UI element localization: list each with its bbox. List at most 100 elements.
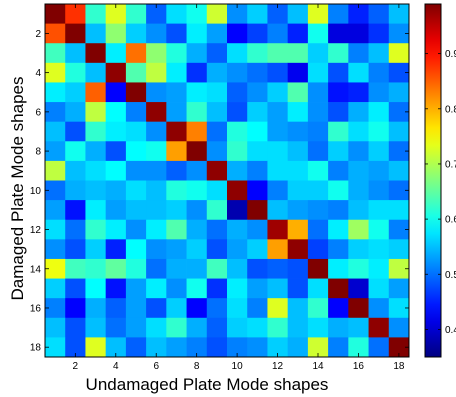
heatmap-cell xyxy=(227,239,248,260)
heatmap-cell xyxy=(287,258,309,279)
heatmap-cell xyxy=(186,102,208,123)
heatmap-cell xyxy=(45,121,66,142)
y-tick-label: 6 xyxy=(35,107,41,118)
heatmap-cell xyxy=(105,278,127,299)
heatmap-cell xyxy=(287,141,309,162)
heatmap-cell xyxy=(267,4,289,25)
heatmap-cell xyxy=(146,141,167,162)
heatmap-cell xyxy=(328,82,349,103)
heatmap-cell xyxy=(328,23,349,44)
heatmap-cell xyxy=(166,219,187,240)
heatmap-cell xyxy=(328,141,349,162)
heatmap-cell xyxy=(267,160,289,181)
heatmap-cell xyxy=(368,180,390,201)
heatmap-cell xyxy=(125,337,147,358)
heatmap-cell xyxy=(186,317,208,338)
heatmap-cell xyxy=(186,298,208,319)
heatmap-cell xyxy=(186,4,208,25)
heatmap-cell xyxy=(85,4,107,25)
heatmap-cell xyxy=(247,239,268,260)
heatmap-cell xyxy=(146,62,167,83)
y-tick-label: 18 xyxy=(30,343,42,354)
heatmap-cell xyxy=(65,62,86,83)
heatmap-cell xyxy=(348,239,369,260)
heatmap-cell xyxy=(247,219,268,240)
heatmap-cell xyxy=(348,278,369,299)
heatmap-cell xyxy=(65,160,86,181)
heatmap-cell xyxy=(247,141,268,162)
heatmap-cell xyxy=(105,4,127,25)
heatmap-cell xyxy=(65,298,86,319)
heatmap-cell xyxy=(267,141,289,162)
heatmap-cell xyxy=(166,43,187,64)
heatmap-cell xyxy=(348,62,369,83)
heatmap-cell xyxy=(368,219,390,240)
heatmap-cell xyxy=(125,82,147,103)
heatmap-cell xyxy=(105,121,127,142)
heatmap-cell xyxy=(227,121,248,142)
heatmap-cell xyxy=(287,337,309,358)
heatmap-cell xyxy=(388,4,410,25)
x-tick-label: 8 xyxy=(194,361,200,372)
heatmap-cell xyxy=(307,82,329,103)
heatmap-cell xyxy=(388,121,410,142)
heatmap-cell xyxy=(125,102,147,123)
colorbar xyxy=(424,3,442,358)
x-axis-ticks: 2 4 6 8 10 12 14 16 18 xyxy=(73,4,405,372)
heatmap-cell xyxy=(307,102,329,123)
y-tick-label: 16 xyxy=(30,303,42,314)
heatmap-cell xyxy=(85,160,107,181)
colorbar-tick-label: 0.9 xyxy=(445,49,456,60)
heatmap-cell xyxy=(287,160,309,181)
heatmap-cell xyxy=(85,219,107,240)
heatmap-cell xyxy=(146,337,167,358)
heatmap-cell xyxy=(85,200,107,221)
heatmap-cell xyxy=(287,219,309,240)
heatmap-cell xyxy=(227,180,248,201)
heatmap-cell xyxy=(206,239,228,260)
heatmap-cell xyxy=(45,102,66,123)
heatmap-cell xyxy=(166,62,187,83)
heatmap-cell xyxy=(388,160,410,181)
heatmap-cell xyxy=(85,82,107,103)
heatmap-cell xyxy=(348,160,369,181)
heatmap-cell xyxy=(146,278,167,299)
heatmap-cell xyxy=(65,337,86,358)
heatmap-cell xyxy=(287,121,309,142)
heatmap-cell xyxy=(247,62,268,83)
heatmap-cell xyxy=(267,298,289,319)
heatmap-cell xyxy=(388,258,410,279)
heatmap-cell xyxy=(166,337,187,358)
heatmap-cell xyxy=(307,337,329,358)
heatmap-cell xyxy=(227,102,248,123)
heatmap-cell xyxy=(45,278,66,299)
heatmap-cell xyxy=(328,219,349,240)
heatmap-cell xyxy=(105,102,127,123)
heatmap-cell xyxy=(307,4,329,25)
heatmap-cell xyxy=(287,298,309,319)
heatmap-cell xyxy=(328,298,349,319)
heatmap-cell xyxy=(146,298,167,319)
heatmap-cell xyxy=(85,298,107,319)
heatmap-cell xyxy=(85,258,107,279)
heatmap-cell xyxy=(125,298,147,319)
heatmap-cell xyxy=(125,160,147,181)
heatmap-cell xyxy=(166,121,187,142)
heatmap-cell xyxy=(328,4,349,25)
heatmap-cell xyxy=(307,239,329,260)
heatmap-cell xyxy=(206,82,228,103)
heatmap-cell xyxy=(206,160,228,181)
heatmap-cell xyxy=(388,62,410,83)
heatmap-cell xyxy=(388,180,410,201)
heatmap-cell xyxy=(45,219,66,240)
heatmap-cell xyxy=(105,82,127,103)
heatmap-cell xyxy=(388,317,410,338)
heatmap-cell xyxy=(206,200,228,221)
heatmap-cell xyxy=(227,278,248,299)
heatmap-cell xyxy=(146,4,167,25)
heatmap-cell xyxy=(307,62,329,83)
heatmap-cell xyxy=(166,200,187,221)
heatmap-cell xyxy=(348,82,369,103)
heatmap-cell xyxy=(125,200,147,221)
heatmap-cell xyxy=(65,141,86,162)
